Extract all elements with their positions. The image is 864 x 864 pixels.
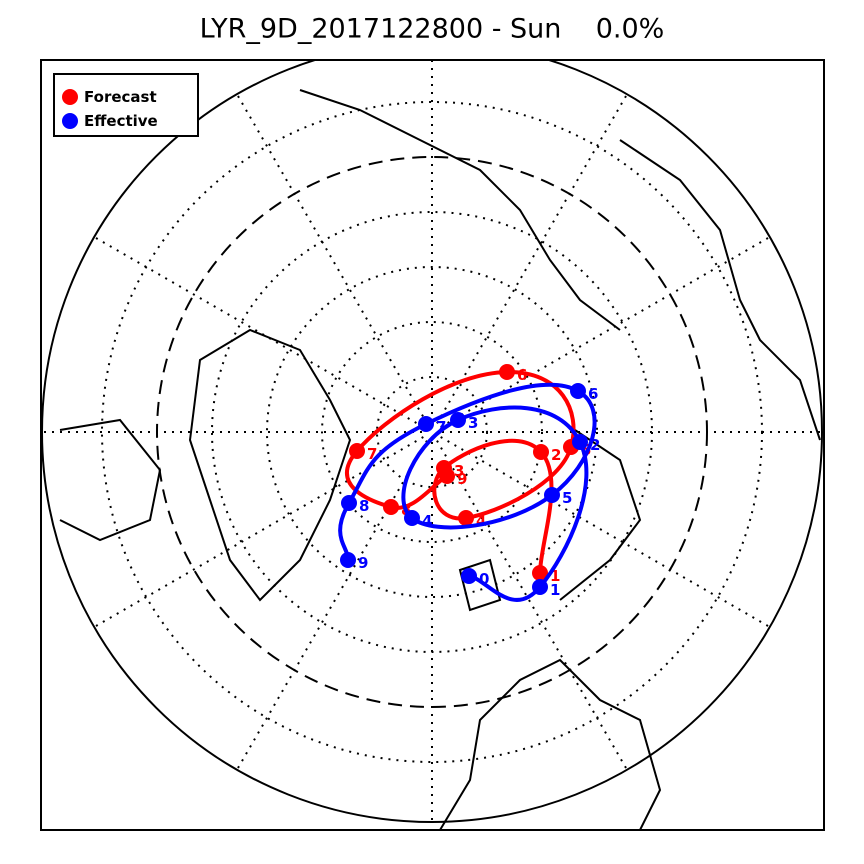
trajectory-point	[499, 364, 515, 380]
coastline	[439, 658, 662, 830]
latitude-circle	[101, 101, 763, 763]
point-label: 7	[436, 418, 446, 436]
trajectory-point	[341, 495, 357, 511]
trajectory-point	[450, 412, 466, 428]
trajectory-point	[461, 568, 477, 584]
trajectory-point	[570, 383, 586, 399]
coastline	[188, 328, 352, 602]
point-label: 1	[550, 581, 560, 599]
legend-label: Effective	[84, 112, 158, 130]
coastline	[559, 419, 642, 601]
point-label: 6	[588, 385, 598, 403]
point-label: 3	[468, 414, 478, 432]
trajectory	[338, 382, 597, 602]
globe-edge	[41, 60, 823, 823]
trajectory-point	[458, 510, 474, 526]
latitude-circle	[376, 376, 488, 488]
point-label: 6	[517, 366, 527, 384]
point-label: 3	[454, 462, 464, 480]
coastline	[59, 418, 162, 542]
trajectory-point	[418, 416, 434, 432]
trajectory-point	[533, 444, 549, 460]
coastline	[458, 558, 502, 612]
arctic-circle	[156, 156, 708, 708]
trajectory-point	[439, 468, 455, 484]
legend: Forecast Effective	[53, 73, 199, 137]
trajectory-point	[572, 434, 588, 450]
trajectory-point	[404, 510, 420, 526]
trajectory-point	[532, 579, 548, 595]
point-label: 2	[551, 446, 561, 464]
point-label: 8	[359, 497, 369, 515]
legend-marker	[62, 89, 78, 105]
point-label: 5	[562, 489, 572, 507]
map	[41, 60, 823, 830]
title: LYR_9D_2017122800 - Sun 0.0%	[200, 14, 665, 45]
point-label: 9	[457, 470, 467, 488]
point-label: 2	[590, 436, 600, 454]
trajectory-point	[340, 552, 356, 568]
trajectory-point	[349, 443, 365, 459]
point-label: 0	[479, 570, 489, 588]
point-label: 1	[550, 567, 560, 585]
legend-box	[53, 73, 199, 137]
point-label: 9	[358, 554, 368, 572]
latitude-circle	[321, 321, 543, 543]
trajectory-point	[544, 487, 560, 503]
legend-label: Forecast	[84, 88, 157, 106]
trajectory-point	[532, 565, 548, 581]
point-label: 7	[367, 445, 377, 463]
trajectory-point	[383, 499, 399, 515]
legend-marker	[62, 113, 78, 129]
point-label: 4	[476, 512, 486, 530]
point-label: 4	[422, 512, 432, 530]
latitude-circle	[266, 266, 598, 598]
coastline	[299, 89, 621, 331]
coastline	[619, 139, 821, 441]
